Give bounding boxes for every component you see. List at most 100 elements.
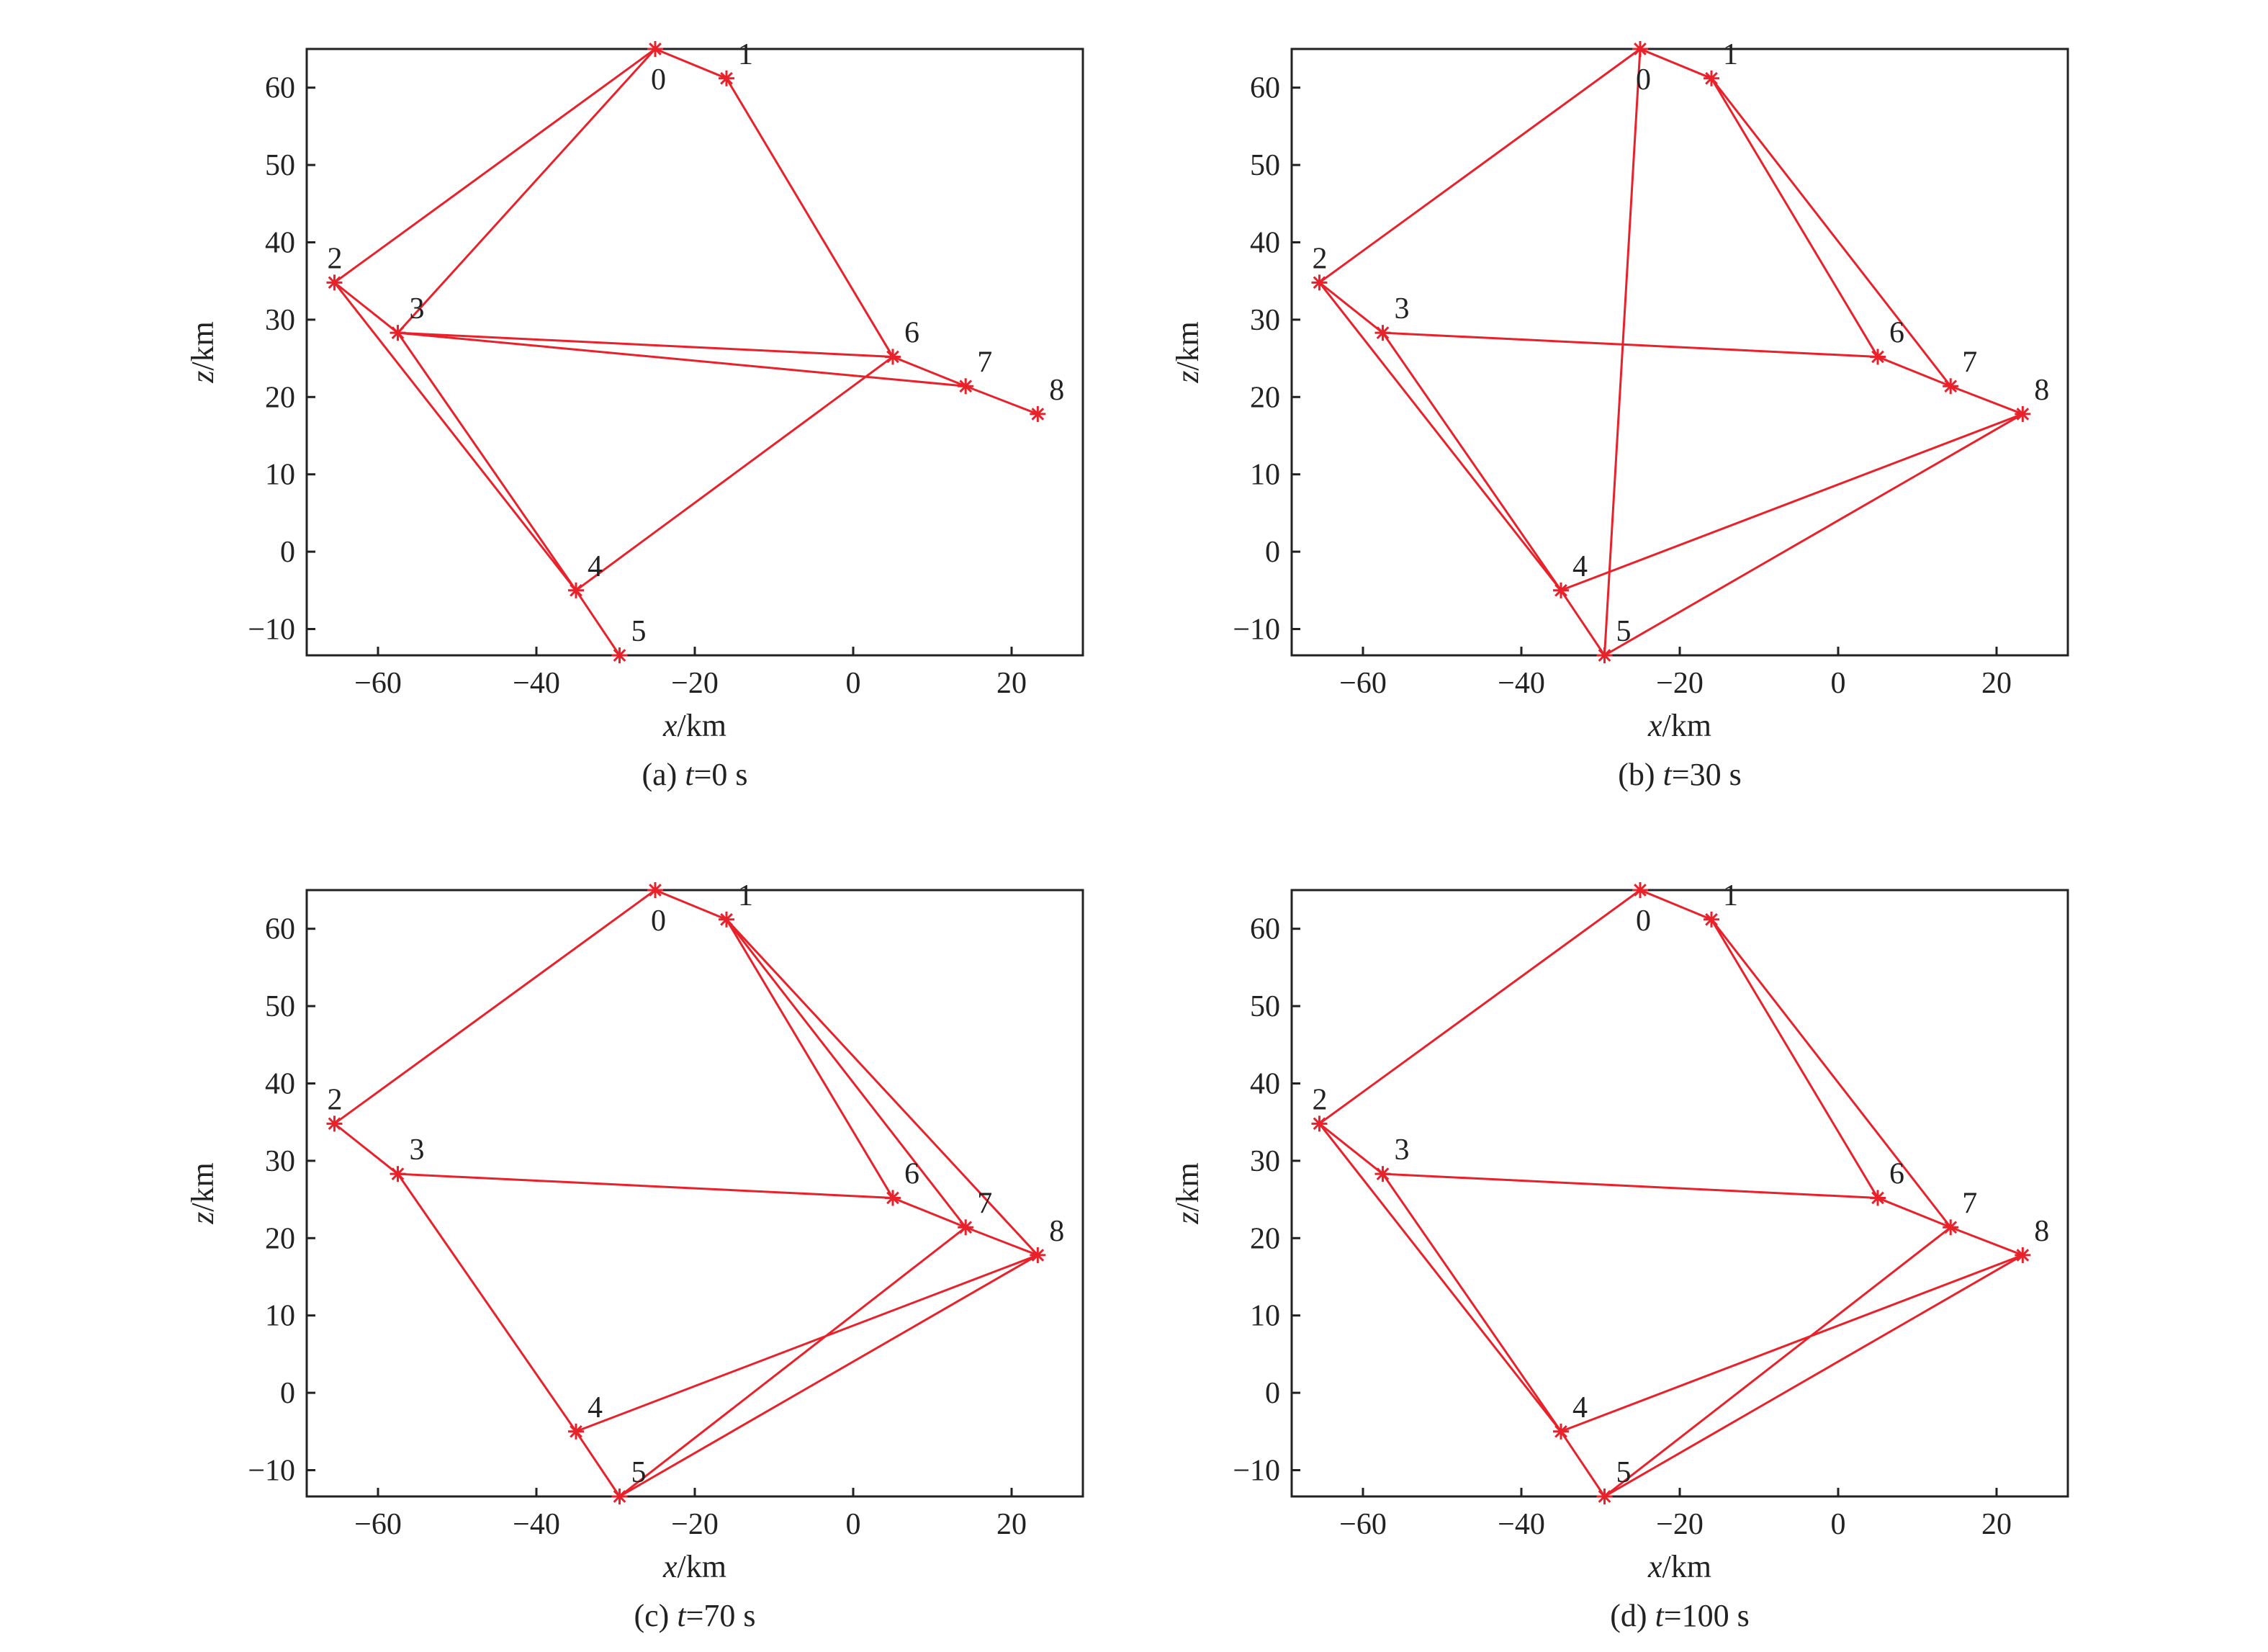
axes-frame [305,48,1084,657]
edge-0-1 [654,889,727,921]
x-tick-label: −20 [1656,1508,1704,1541]
x-tick-label: −40 [513,1508,560,1541]
edge-0-2 [1318,889,1641,1125]
chart-panel-3: −60 −40 −20 0 20 −10 0 10 20 30 40 50 60 0 1 2 3 45 6 7 8 x/k… [1170,879,2069,1633]
y-tick-label: 60 [265,913,295,946]
asterisk-stroke [2016,408,2030,421]
node-marker-3 [390,325,406,341]
y-tick-label: 20 [1250,1222,1280,1255]
asterisk-stroke [1634,42,1647,55]
node-marker-6 [1870,349,1886,365]
node-label-7: 7 [977,346,992,379]
asterisk-stroke [886,1191,899,1205]
x-axis-unit: /km [678,708,726,743]
y-tick-label: −10 [1233,613,1280,646]
x-tick-label: −20 [1656,667,1704,700]
node-marker-1 [1704,911,1719,928]
y-tick-label: 10 [265,1300,295,1333]
y-tick-label: 50 [1250,149,1280,182]
asterisk-stroke [1634,884,1647,897]
edge-3-6 [397,331,894,358]
edge-7-8 [965,385,1038,416]
edge-1-6 [1710,919,1879,1199]
edge-0-2 [1318,48,1641,284]
node-marker-1 [719,70,734,86]
node-label-1: 1 [1723,38,1738,71]
asterisk-stroke [1598,649,1611,662]
x-tick-label: −20 [671,667,719,700]
axes-frame [305,889,1084,1498]
node-marker-5 [611,1489,628,1504]
edge-3-7 [397,331,966,387]
node-label-5: 5 [631,615,647,648]
edge-1-6 [725,919,894,1199]
edge-6-7 [892,356,966,387]
node-label-6: 6 [904,316,919,349]
asterisk-stroke [959,1221,973,1234]
asterisk-stroke [959,380,973,393]
edge-6-7 [1877,356,1951,387]
x-tick-label: 20 [996,667,1027,700]
caption-suffix: =100 s [1664,1598,1750,1633]
asterisk-stroke [1031,408,1045,421]
asterisk-stroke [391,326,405,339]
axes-frame [1290,48,2069,657]
edge-6-7 [892,1197,966,1229]
caption-prefix: (d) [1610,1598,1655,1633]
edge-7-8 [1950,1226,2023,1257]
panel-caption: (a) t=0 s [642,757,747,792]
edge-3-4 [1382,332,1562,591]
caption-prefix: (c) [634,1598,677,1633]
node-marker-6 [885,1190,901,1206]
node-marker-2 [326,274,343,291]
edge-0-2 [333,889,656,1125]
y-tick-label: 20 [265,381,295,414]
node-label-6: 6 [904,1157,919,1190]
edge-5-8 [618,1254,1039,1498]
asterisk-stroke [570,1424,582,1438]
y-tick-label: 30 [1250,1145,1280,1178]
node-label-8: 8 [2034,1215,2049,1248]
edge-2-4 [1318,1123,1562,1432]
node-marker-7 [958,1219,974,1236]
y-axis-unit: /km [185,321,220,370]
x-axis-label: x/km [662,1549,726,1584]
y-axis-unit: /km [1170,1162,1205,1211]
edge-0-1 [1639,889,1712,921]
x-axis-unit: /km [1662,708,1711,743]
caption-prefix: (a) [642,757,685,792]
x-tick-label: 0 [1831,1508,1846,1541]
node-label-8: 8 [1049,1215,1064,1248]
edge-4-5 [575,589,621,656]
edge-2-3 [333,282,399,334]
asterisk-stroke [1705,71,1718,85]
x-axis-label: x/km [1647,708,1711,743]
y-tick-label: 30 [265,1145,295,1178]
caption-var: t [685,757,695,792]
x-axis-unit: /km [678,1549,726,1584]
y-tick-label: −10 [1233,1454,1280,1487]
x-axis-var: x [1647,1549,1662,1584]
x-tick-label: −60 [354,667,402,700]
caption-var: t [1655,1598,1665,1633]
node-marker-5 [1596,1489,1613,1504]
y-tick-label: 10 [1250,459,1280,492]
edge-7-8 [965,1226,1038,1257]
x-tick-label: −40 [1498,667,1545,700]
y-axis-var: z [185,1212,220,1225]
node-label-3: 3 [1395,1133,1410,1167]
node-label-2: 2 [1313,1083,1328,1116]
node-marker-8 [2015,1247,2031,1263]
asterisk-stroke [1871,1191,1884,1205]
edge-7-8 [1950,385,2023,416]
y-tick-label: −10 [248,613,295,646]
asterisk-stroke [649,884,662,897]
node-label-6: 6 [1889,316,1904,349]
caption-var: t [677,1598,687,1633]
x-axis-var: x [662,1549,678,1584]
panel-caption: (b) t=30 s [1618,757,1741,792]
asterisk-stroke [720,71,733,85]
edge-0-5 [1603,48,1642,656]
edge-3-4 [1382,1173,1562,1432]
y-axis-label: z/km [185,1162,220,1225]
